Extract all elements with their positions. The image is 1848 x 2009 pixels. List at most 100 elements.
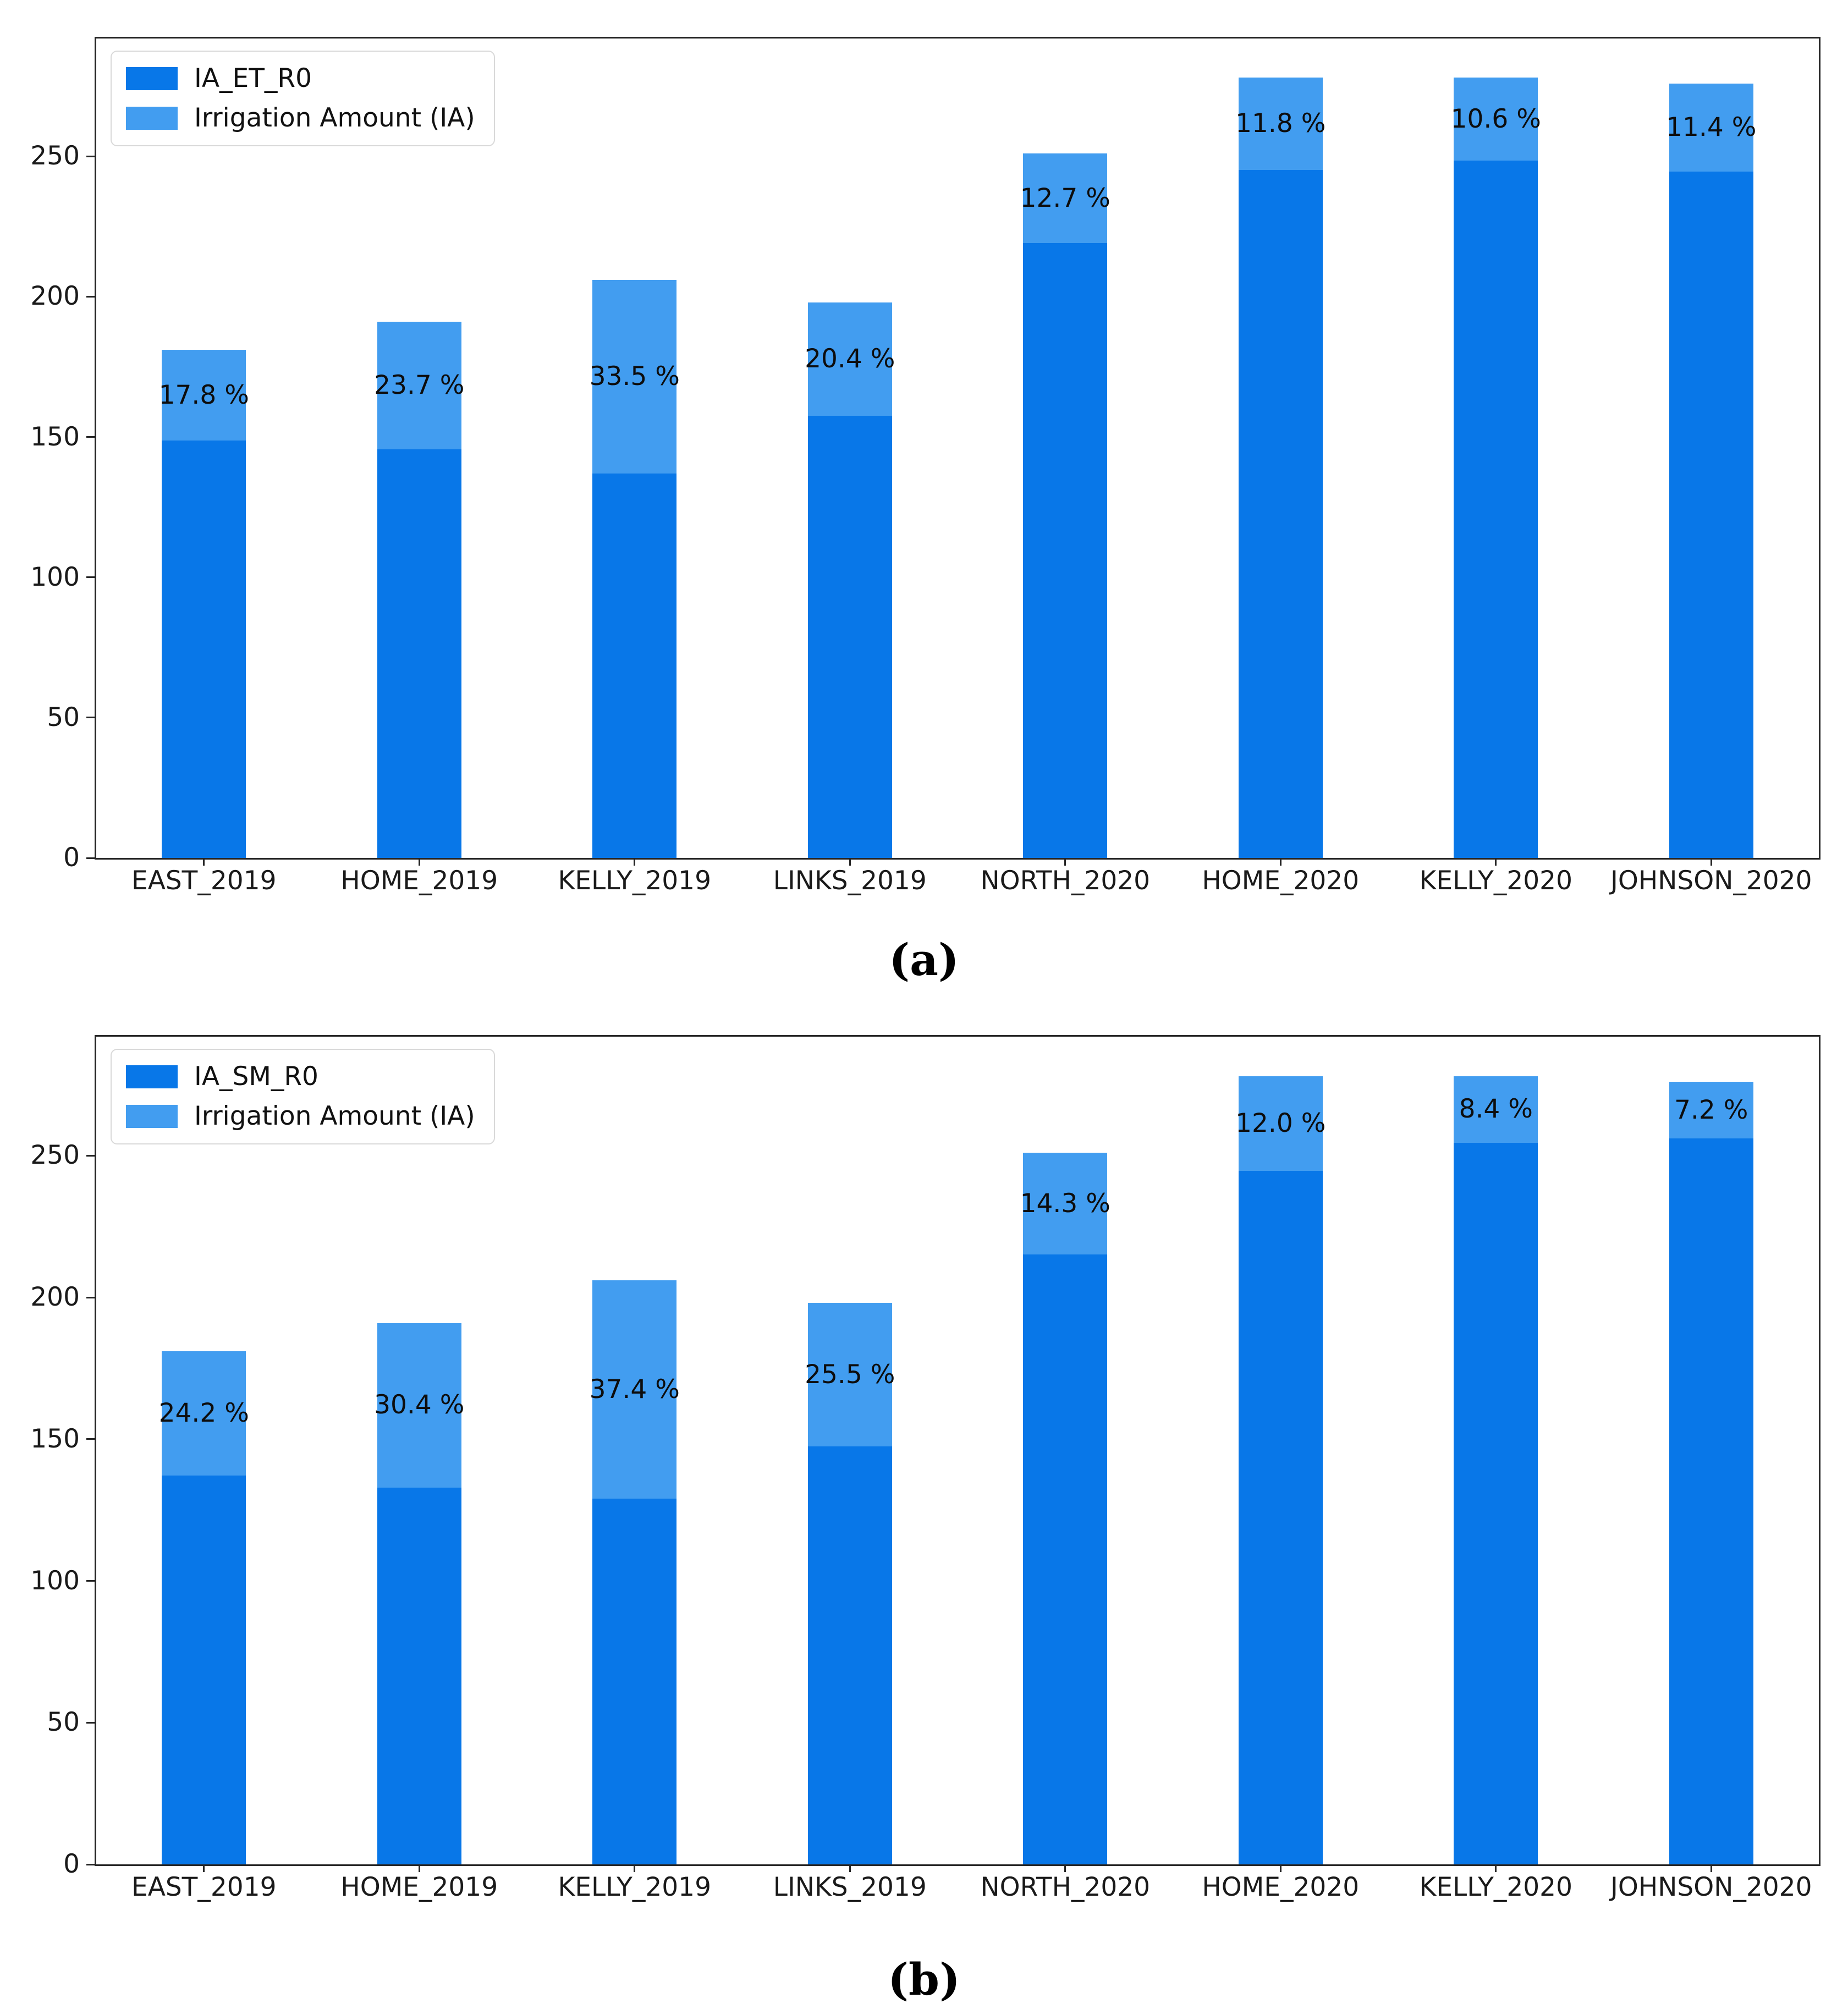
percent-label: 17.8 %	[158, 379, 249, 410]
y-tick-mark	[86, 436, 95, 438]
x-tick-label: HOME_2019	[340, 866, 498, 896]
x-tick-mark	[1064, 858, 1066, 866]
bar-segment-irrigation-amount	[1023, 153, 1108, 243]
bar-segment-ia_et_r0	[592, 473, 677, 858]
bar-segment-ia_sm_r0	[1454, 1142, 1538, 1864]
y-tick-label: 250	[30, 141, 80, 172]
x-tick-mark	[418, 1864, 420, 1872]
bar-segment-irrigation-amount	[1238, 1076, 1323, 1171]
x-tick-label: KELLY_2020	[1419, 1872, 1572, 1902]
bar-segment-ia_sm_r0	[1023, 1254, 1108, 1864]
percent-label: 11.8 %	[1235, 108, 1326, 139]
legend-swatch-dark	[126, 67, 178, 90]
y-tick-mark	[86, 576, 95, 579]
bar-segment-irrigation-amount	[377, 322, 461, 449]
y-tick-label: 0	[63, 843, 80, 873]
x-tick-mark	[1710, 858, 1712, 866]
y-tick-label: 50	[47, 702, 80, 733]
y-tick-label: 200	[30, 281, 80, 312]
bar-segment-ia_sm_r0	[1669, 1138, 1753, 1864]
x-tick-label: HOME_2019	[340, 1872, 498, 1902]
percent-label: 25.5 %	[805, 1359, 895, 1390]
bar-segment-irrigation-amount	[1238, 78, 1323, 170]
y-tick-mark	[86, 1438, 95, 1440]
bar-segment-irrigation-amount	[1669, 83, 1753, 172]
x-tick-mark	[203, 1864, 205, 1872]
percent-label: 7.2 %	[1674, 1094, 1748, 1125]
bar-segment-ia_sm_r0	[162, 1475, 246, 1864]
x-tick-mark	[849, 1864, 851, 1872]
y-tick-mark	[86, 295, 95, 298]
x-tick-label: HOME_2020	[1202, 1872, 1360, 1902]
bar-segment-irrigation-amount	[162, 1351, 246, 1476]
y-tick-label: 150	[30, 421, 80, 452]
x-tick-label: HOME_2020	[1202, 866, 1360, 896]
x-tick-mark	[1495, 858, 1497, 866]
y-tick-mark	[86, 1721, 95, 1724]
y-tick-mark	[86, 1296, 95, 1298]
percent-label: 8.4 %	[1459, 1094, 1533, 1125]
y-tick-mark	[86, 717, 95, 719]
y-tick-mark	[86, 155, 95, 157]
x-tick-mark	[1495, 1864, 1497, 1872]
bar-segment-irrigation-amount	[1454, 78, 1538, 161]
bar-segment-ia_et_r0	[1669, 172, 1753, 858]
y-tick-label: 50	[47, 1707, 80, 1738]
percent-label: 10.6 %	[1450, 103, 1541, 134]
x-tick-mark	[634, 858, 636, 866]
caption-a: (a)	[889, 934, 959, 986]
bar-segment-irrigation-amount	[1454, 1076, 1538, 1143]
bar-segment-irrigation-amount	[1669, 1082, 1753, 1139]
legend-label: Irrigation Amount (IA)	[194, 103, 475, 133]
x-tick-mark	[1710, 1864, 1712, 1872]
x-tick-mark	[1279, 1864, 1282, 1872]
legend-row: Irrigation Amount (IA)	[126, 104, 475, 132]
legend-swatch-light	[126, 107, 178, 130]
bar-segment-ia_sm_r0	[377, 1488, 461, 1864]
legend-label: IA_SM_R0	[194, 1061, 318, 1092]
x-tick-label: JOHNSON_2020	[1610, 866, 1812, 896]
y-tick-mark	[86, 1863, 95, 1865]
percent-label: 20.4 %	[805, 343, 895, 374]
y-tick-label: 100	[30, 1565, 80, 1596]
bar-segment-ia_et_r0	[377, 449, 461, 858]
percent-label: 12.0 %	[1235, 1108, 1326, 1139]
x-tick-label: KELLY_2019	[558, 1872, 711, 1902]
legend-label: IA_ET_R0	[194, 63, 312, 93]
legend-a: IA_ET_R0 Irrigation Amount (IA)	[111, 51, 495, 146]
percent-label: 23.7 %	[374, 370, 465, 400]
y-tick-label: 100	[30, 562, 80, 592]
legend-swatch-dark	[126, 1065, 178, 1088]
x-tick-label: NORTH_2020	[980, 866, 1151, 896]
percent-label: 24.2 %	[158, 1397, 249, 1428]
legend-label: Irrigation Amount (IA)	[194, 1101, 475, 1131]
bar-segment-irrigation-amount	[592, 279, 677, 474]
percent-label: 37.4 %	[589, 1374, 680, 1405]
x-tick-mark	[1064, 1864, 1066, 1872]
y-tick-label: 150	[30, 1423, 80, 1454]
caption-b: (b)	[888, 1953, 960, 2005]
bar-segment-irrigation-amount	[807, 302, 892, 416]
legend-row: Irrigation Amount (IA)	[126, 1103, 475, 1130]
bar-segment-ia_et_r0	[807, 415, 892, 858]
y-tick-mark	[86, 1580, 95, 1582]
percent-label: 30.4 %	[374, 1390, 465, 1421]
y-tick-label: 0	[63, 1849, 80, 1879]
y-tick-label: 250	[30, 1140, 80, 1171]
x-tick-label: KELLY_2020	[1419, 866, 1572, 896]
legend-row: IA_ET_R0	[126, 65, 475, 92]
bar-segment-ia_et_r0	[1023, 243, 1108, 858]
x-tick-mark	[849, 858, 851, 866]
bar-segment-ia_et_r0	[1238, 169, 1323, 858]
legend-b: IA_SM_R0 Irrigation Amount (IA)	[111, 1049, 495, 1144]
plot-area-a: IA_ET_R0 Irrigation Amount (IA) 17.8 % 23…	[95, 37, 1821, 860]
x-tick-label: LINKS_2019	[773, 1872, 927, 1902]
x-tick-label: LINKS_2019	[773, 866, 927, 896]
percent-label: 12.7 %	[1020, 183, 1110, 213]
bar-segment-ia_sm_r0	[592, 1499, 677, 1864]
bar-segment-ia_sm_r0	[1238, 1171, 1323, 1864]
x-tick-label: EAST_2019	[131, 1872, 277, 1902]
percent-label: 33.5 %	[589, 361, 680, 392]
plot-area-b: IA_SM_R0 Irrigation Amount (IA) 24.2 % 30…	[95, 1035, 1821, 1866]
bar-segment-ia_et_r0	[1454, 160, 1538, 858]
